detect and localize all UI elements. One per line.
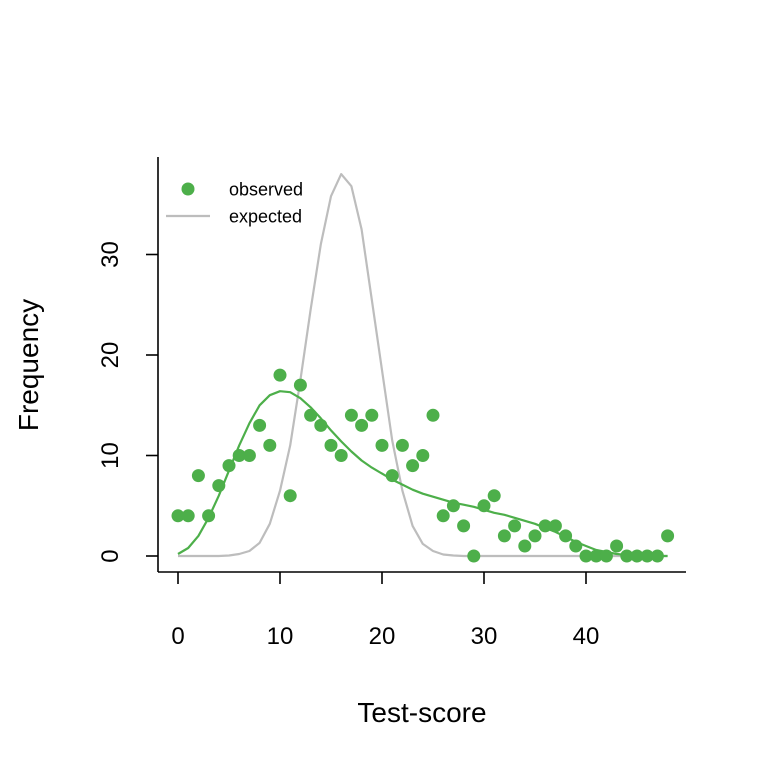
observed-point <box>518 539 532 553</box>
observed-point <box>283 489 297 503</box>
observed-point <box>630 549 644 563</box>
observed-point <box>304 408 318 422</box>
observed-point <box>344 408 358 422</box>
observed-point <box>375 438 389 452</box>
y-tick-label: 30 <box>97 241 124 268</box>
observed-point <box>436 509 450 523</box>
observed-point <box>355 418 369 432</box>
x-tick-label: 40 <box>573 623 600 650</box>
legend-marker-observed <box>181 182 195 196</box>
observed-point <box>232 449 246 462</box>
observed-point <box>467 549 481 563</box>
observed-point <box>559 529 573 543</box>
observed-point <box>579 549 593 563</box>
observed-point <box>334 449 348 462</box>
observed-point <box>385 469 399 483</box>
observed-point <box>497 529 511 543</box>
observed-point <box>202 509 216 523</box>
y-tick-label: 20 <box>97 342 124 369</box>
observed-point <box>620 549 634 563</box>
legend-label-expected: expected <box>229 207 302 227</box>
observed-point <box>508 519 522 533</box>
observed-point <box>477 499 491 513</box>
observed-point <box>650 549 664 563</box>
observed-point <box>263 438 277 452</box>
x-axis-title: Test-score <box>357 697 486 728</box>
observed-point <box>181 509 195 523</box>
observed-point <box>314 418 328 432</box>
y-tick-label: 10 <box>97 442 124 469</box>
observed-point <box>365 408 379 422</box>
observed-point <box>487 489 501 503</box>
observed-point <box>416 449 430 462</box>
observed-point <box>253 418 267 432</box>
observed-point <box>457 519 471 533</box>
observed-point <box>569 539 583 553</box>
observed-point <box>528 529 542 543</box>
expected-line <box>178 173 668 558</box>
axes: 0 10 20 30 40 0 10 20 30 <box>97 157 686 650</box>
y-tick-label: 0 <box>97 549 124 562</box>
observed-point <box>273 368 287 382</box>
x-tick-label: 10 <box>267 623 294 650</box>
observed-point <box>589 549 603 563</box>
legend-label-observed: observed <box>229 180 303 200</box>
legend: observed expected <box>166 180 303 227</box>
observed-point <box>640 549 654 563</box>
observed-point <box>171 509 185 523</box>
observed-point <box>191 469 205 483</box>
x-tick-label: 30 <box>471 623 498 650</box>
observed-fit-line <box>177 390 668 558</box>
observed-point <box>212 479 226 493</box>
observed-point <box>406 459 420 473</box>
observed-point <box>538 519 552 533</box>
observed-point <box>293 378 307 392</box>
x-tick-label: 0 <box>171 623 184 650</box>
observed-point <box>222 459 236 473</box>
observed-point <box>324 438 338 452</box>
x-tick-label: 20 <box>369 623 396 650</box>
observed-point <box>426 408 440 422</box>
observed-point <box>599 549 613 563</box>
y-axis-title: Frequency <box>13 299 44 431</box>
observed-point <box>242 449 256 462</box>
observed-point <box>548 519 562 533</box>
observed-point <box>395 438 409 452</box>
plot-area <box>171 173 675 563</box>
observed-point <box>661 529 675 543</box>
observed-point <box>446 499 460 513</box>
observed-point <box>610 539 624 553</box>
